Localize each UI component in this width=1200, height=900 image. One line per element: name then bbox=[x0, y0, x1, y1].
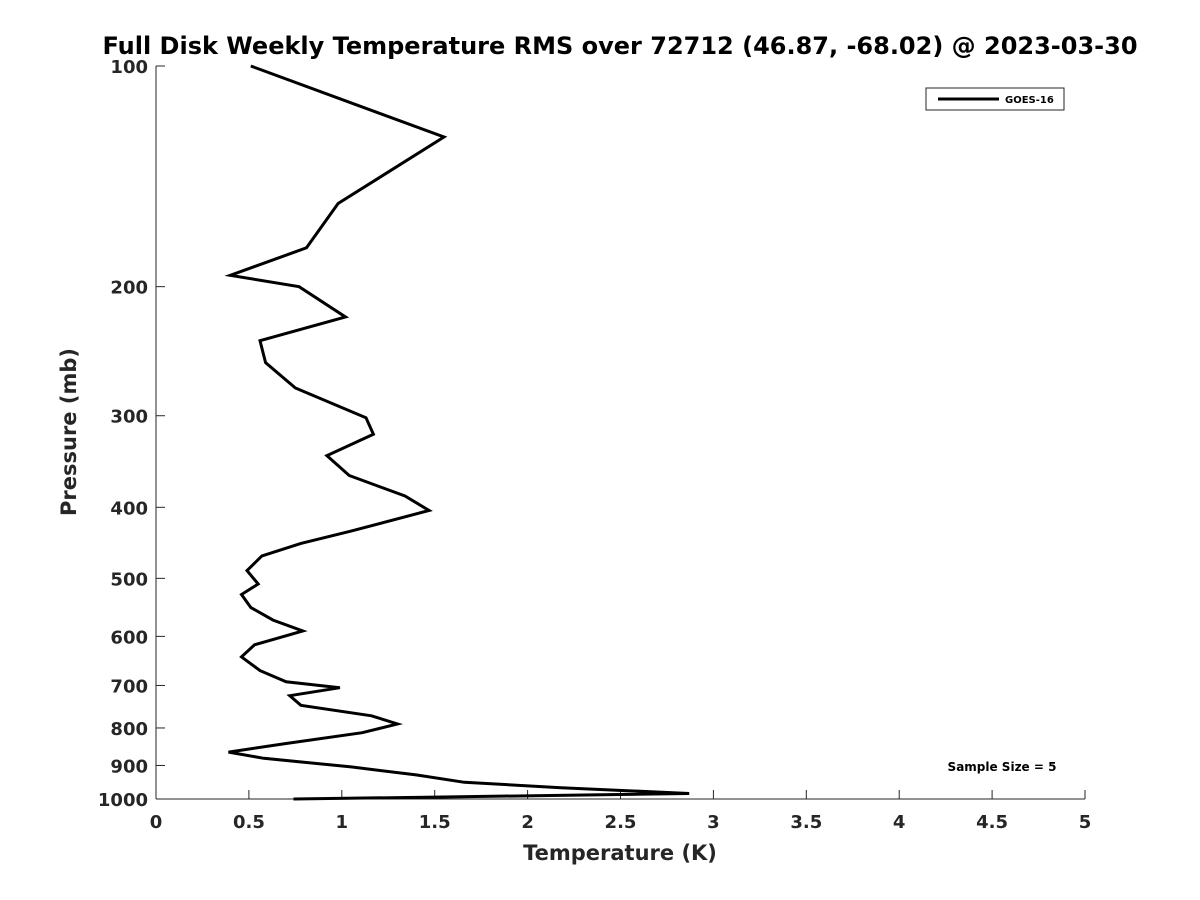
legend: GOES-16 bbox=[925, 87, 1065, 111]
y-ticks: 100 200 300 400 500 600 700 800 900 1000 bbox=[98, 57, 165, 811]
legend-entry-goes-16: GOES-16 bbox=[1005, 95, 1054, 106]
x-tick-label: 1 bbox=[336, 812, 349, 833]
y-axis-label: Pressure (mb) bbox=[57, 348, 81, 516]
chart-title: Full Disk Weekly Temperature RMS over 72… bbox=[102, 32, 1137, 60]
x-tick-label: 3 bbox=[707, 812, 720, 833]
y-tick-label: 600 bbox=[110, 627, 148, 648]
x-tick-label: 2 bbox=[521, 812, 534, 833]
y-tick-label: 1000 bbox=[98, 790, 148, 811]
y-tick-label: 700 bbox=[110, 676, 148, 697]
plot-axes bbox=[155, 66, 1085, 800]
y-tick-label: 800 bbox=[110, 719, 148, 740]
x-axis-label: Temperature (K) bbox=[523, 841, 717, 865]
y-tick-label: 100 bbox=[110, 57, 148, 78]
x-tick-label: 0 bbox=[150, 812, 163, 833]
x-tick-label: 4 bbox=[893, 812, 906, 833]
x-tick-label: 5 bbox=[1079, 812, 1092, 833]
x-tick-label: 0.5 bbox=[233, 812, 265, 833]
x-tick-label: 2.5 bbox=[605, 812, 637, 833]
y-tick-label: 400 bbox=[110, 498, 148, 519]
x-ticks: 0 0.5 1 1.5 2 2.5 3 3.5 4 4.5 5 bbox=[150, 790, 1092, 833]
y-tick-label: 200 bbox=[110, 278, 148, 299]
x-tick-label: 4.5 bbox=[976, 812, 1008, 833]
x-tick-label: 1.5 bbox=[419, 812, 451, 833]
series-layer bbox=[224, 64, 690, 801]
x-tick-label: 3.5 bbox=[790, 812, 822, 833]
y-tick-label: 500 bbox=[110, 569, 148, 590]
y-tick-label: 300 bbox=[110, 407, 148, 428]
y-tick-label: 900 bbox=[110, 756, 148, 777]
series-line-goes-16 bbox=[224, 64, 690, 801]
sample-size-annotation: Sample Size = 5 bbox=[948, 760, 1057, 774]
